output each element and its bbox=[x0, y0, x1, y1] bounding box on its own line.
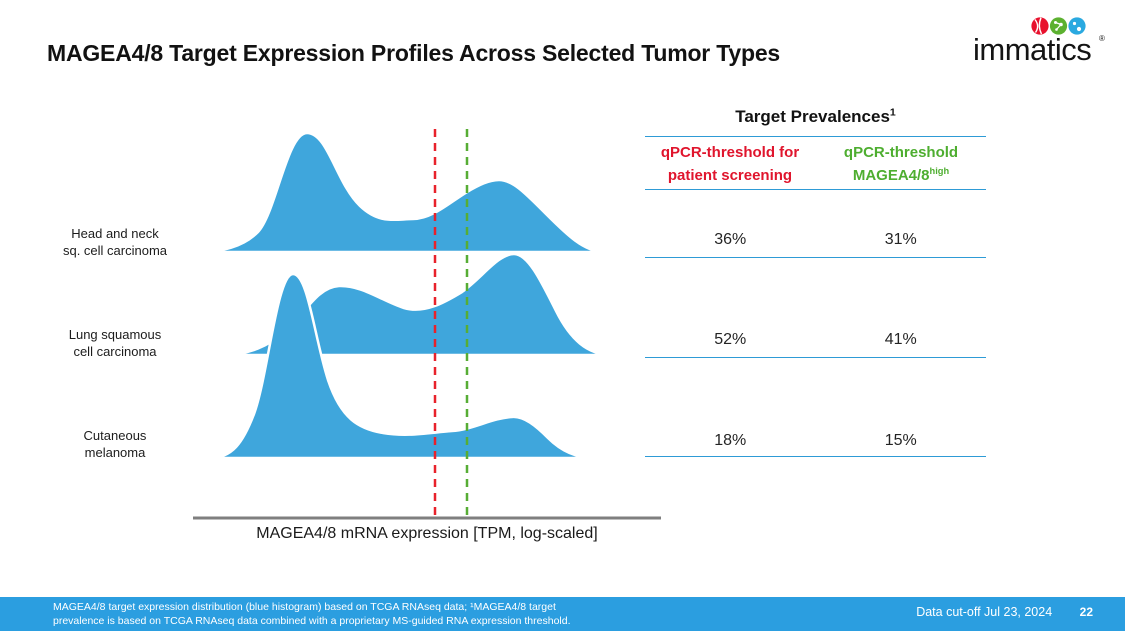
row-label-lung-squamous: Lung squamous cell carcinoma bbox=[40, 326, 190, 360]
data-cutoff-label: Data cut-off Jul 23, 2024 bbox=[916, 605, 1053, 619]
logo-green-node bbox=[1059, 22, 1063, 27]
footer-note-line: MAGEA4/8 target expression distribution … bbox=[53, 601, 556, 613]
logo-dots bbox=[1031, 17, 1086, 35]
column-header-text: MAGEA4/8 bbox=[852, 167, 930, 184]
page-title: MAGEA4/8 Target Expression Profiles Acro… bbox=[47, 40, 781, 66]
table-rule-header-bottom bbox=[645, 189, 986, 190]
table-title-text: Target Prevalences bbox=[735, 107, 890, 126]
row-label-line: Head and neck bbox=[71, 226, 159, 241]
logo-blue-node bbox=[1072, 21, 1077, 26]
x-axis-label: MAGEA4/8 mRNA expression [TPM, log-scale… bbox=[256, 525, 598, 542]
immatics-logo: immatics ® bbox=[973, 8, 1125, 75]
row-label-line: melanoma bbox=[84, 445, 146, 460]
column-header-line: patient screening bbox=[667, 167, 793, 184]
column-header-line: qPCR-threshold for bbox=[660, 144, 800, 161]
footer-right: Data cut-off Jul 23, 2024 22 bbox=[916, 605, 1093, 619]
row-label-line: sq. cell carcinoma bbox=[62, 243, 168, 258]
logo-wordmark: immatics bbox=[973, 32, 1091, 67]
page-number: 22 bbox=[1079, 605, 1093, 619]
prevalence-high-value: 31% bbox=[884, 231, 917, 248]
footer-bar: MAGEA4/8 target expression distribution … bbox=[0, 597, 1125, 631]
logo-red-dot-lines bbox=[1034, 17, 1043, 35]
column-header-magea48-high-threshold: qPCR-threshold MAGEA4/8high bbox=[816, 141, 986, 187]
density-head-neck bbox=[194, 131, 606, 254]
table-rule-row3 bbox=[645, 456, 986, 457]
table-title-footnote-marker: 1 bbox=[889, 106, 896, 119]
density-cutaneous-melanoma bbox=[208, 272, 596, 460]
logo-blue-dot bbox=[1068, 17, 1086, 35]
column-header-superscript: high bbox=[929, 166, 950, 176]
column-header-screening-threshold: qPCR-threshold for patient screening bbox=[645, 141, 815, 187]
prevalence-screening-value: 18% bbox=[714, 432, 747, 449]
prevalence-screening-value: 52% bbox=[714, 331, 747, 348]
row-label-line: cell carcinoma bbox=[73, 344, 157, 359]
prevalence-screening-value: 36% bbox=[714, 231, 747, 248]
table-title: Target Prevalences1 bbox=[645, 107, 986, 127]
row-label-cutaneous-melanoma: Cutaneous melanoma bbox=[40, 427, 190, 461]
prevalence-row-lung-squamous: 52% 41% bbox=[645, 331, 986, 349]
table-rule-row1 bbox=[645, 257, 986, 258]
prevalence-row-cutaneous-melanoma: 18% 15% bbox=[645, 432, 986, 450]
logo-blue-node bbox=[1076, 26, 1082, 32]
prevalence-high-value: 15% bbox=[884, 432, 917, 449]
column-header-line: qPCR-threshold bbox=[843, 144, 959, 161]
table-rule-top bbox=[645, 136, 986, 137]
column-header-line: MAGEA4/8high bbox=[816, 164, 986, 187]
table-rule-row2 bbox=[645, 357, 986, 358]
logo-green-dot bbox=[1049, 17, 1068, 35]
footer-note-line: prevalence is based on TCGA RNAseq data … bbox=[53, 615, 571, 627]
logo-green-node bbox=[1055, 28, 1058, 31]
registered-mark-icon: ® bbox=[1099, 34, 1105, 43]
prevalence-high-value: 41% bbox=[884, 331, 917, 348]
footer-note: MAGEA4/8 target expression distribution … bbox=[53, 600, 571, 628]
row-label-line: Lung squamous bbox=[68, 327, 162, 342]
row-label-head-neck: Head and neck sq. cell carcinoma bbox=[40, 225, 190, 259]
prevalence-row-head-neck: 36% 31% bbox=[645, 231, 986, 249]
logo-green-node bbox=[1054, 21, 1057, 24]
immatics-logo-graphic: immatics ® bbox=[973, 17, 1105, 67]
row-label-line: Cutaneous bbox=[83, 428, 147, 443]
